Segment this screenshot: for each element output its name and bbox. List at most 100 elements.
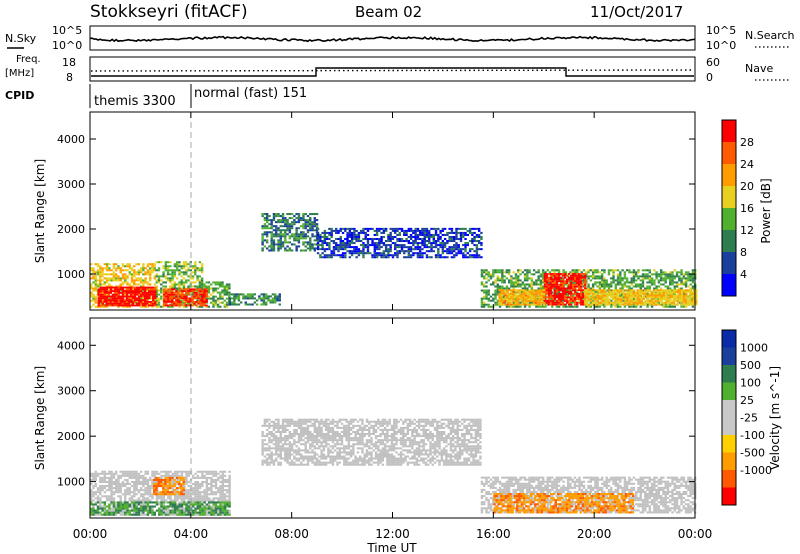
velocity-cell [164,501,168,504]
power-cell [598,277,602,280]
power-cell [115,301,119,303]
power-cell [137,269,141,272]
power-cell [306,231,310,234]
power-cell [450,231,454,234]
power-cell [614,287,617,290]
power-cell [506,289,509,292]
power-cell [500,301,503,304]
power-cell [193,301,196,303]
power-cell [624,294,627,297]
power-cell [380,231,383,234]
power-cell [487,305,490,308]
power-cell [196,275,199,278]
power-cell [508,289,511,292]
power-cell [578,289,581,292]
power-cell [522,303,525,306]
power-cell [125,299,129,301]
power-cell [541,285,545,288]
power-cell [101,305,104,308]
velocity-cell [164,487,168,490]
velocity-cell [92,472,95,475]
power-cell [167,295,170,298]
velocity-heatmap [90,418,697,516]
power-cell [114,267,118,270]
power-cell [555,280,559,283]
power-cell [154,292,157,294]
power-cell [506,301,509,304]
velocity-cell [90,474,93,477]
power-cell [391,254,395,257]
power-cell [203,285,206,288]
power-cell [398,246,401,249]
power-cell [662,294,666,297]
power-cell [117,286,121,289]
power-cell [487,289,490,292]
power-cell [277,241,280,244]
power-cell [691,285,695,288]
velocity-cell [151,507,154,510]
power-cell [576,271,579,274]
power-cell [362,244,365,247]
velocity-cell [144,478,147,481]
power-cell [539,281,543,284]
power-cell [636,289,639,292]
power-cell [672,303,676,306]
power-cell [498,303,501,306]
power-cell [686,294,690,297]
power-ylabel: Slant Range [km] [33,159,47,263]
power-cell [332,248,336,251]
power-cell [441,250,445,253]
power-cell [112,271,116,274]
power-cell [382,252,386,255]
velocity-cell [139,489,143,492]
power-cell [96,269,100,272]
power-cell [109,290,113,292]
power-colorbar-label: Power [dB] [759,178,773,243]
power-cell [194,303,197,306]
power-cell [528,298,532,301]
power-cell [620,296,623,299]
power-cell [563,274,567,277]
power-cell [477,229,481,232]
power-cell [203,283,206,286]
power-cell [99,271,102,274]
power-colorbar-tick: 4 [740,268,747,281]
power-cell [690,301,694,304]
velocity-cell [155,470,159,473]
power-cell [475,227,479,230]
power-cell [107,299,111,301]
power-cell [121,301,125,303]
power-cell [684,283,688,286]
velocity-cell [146,470,150,473]
power-cell [263,225,267,228]
power-cell [459,240,463,243]
velocity-cell [130,472,134,475]
velocity-cell [126,513,129,516]
power-cell [123,290,127,292]
power-cell [574,300,577,302]
power-cell [538,298,542,301]
power-cell [304,233,307,236]
power-cell [384,256,388,259]
power-cell [507,305,511,308]
power-cell [466,256,470,259]
power-cell [244,295,247,298]
power-cell [473,235,476,238]
power-cell [561,287,565,290]
power-cell [265,219,269,222]
power-cell [414,235,417,238]
power-cell [400,248,404,251]
power-cell [520,300,523,302]
power-cell [526,269,529,272]
power-cell [151,263,154,266]
power-cell [171,290,174,292]
power-cell [664,279,667,282]
power-cell [691,277,695,280]
velocity-cell [103,474,107,477]
power-cell [200,269,204,272]
power-cell [578,287,581,290]
velocity-cell [94,478,97,481]
power-cell [274,301,277,304]
power-cell [111,304,115,307]
power-cell [197,290,200,292]
